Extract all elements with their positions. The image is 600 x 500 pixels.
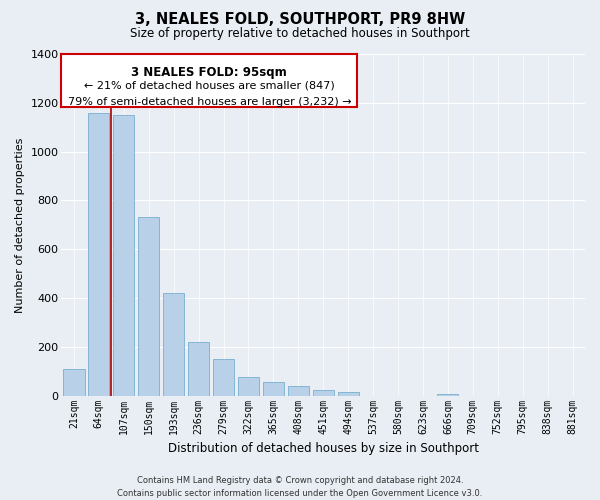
X-axis label: Distribution of detached houses by size in Southport: Distribution of detached houses by size … <box>168 442 479 455</box>
Bar <box>313 390 334 396</box>
Bar <box>138 218 160 396</box>
Text: 3, NEALES FOLD, SOUTHPORT, PR9 8HW: 3, NEALES FOLD, SOUTHPORT, PR9 8HW <box>135 12 465 28</box>
Bar <box>163 293 184 396</box>
Bar <box>64 369 85 396</box>
Y-axis label: Number of detached properties: Number of detached properties <box>15 137 25 312</box>
Bar <box>437 394 458 396</box>
Bar <box>338 392 359 396</box>
Bar <box>113 115 134 396</box>
Text: Size of property relative to detached houses in Southport: Size of property relative to detached ho… <box>130 28 470 40</box>
Bar <box>238 378 259 396</box>
Bar <box>213 359 234 396</box>
Bar <box>88 112 109 396</box>
Bar <box>188 342 209 396</box>
Bar <box>263 382 284 396</box>
Bar <box>288 386 309 396</box>
Text: Contains HM Land Registry data © Crown copyright and database right 2024.
Contai: Contains HM Land Registry data © Crown c… <box>118 476 482 498</box>
